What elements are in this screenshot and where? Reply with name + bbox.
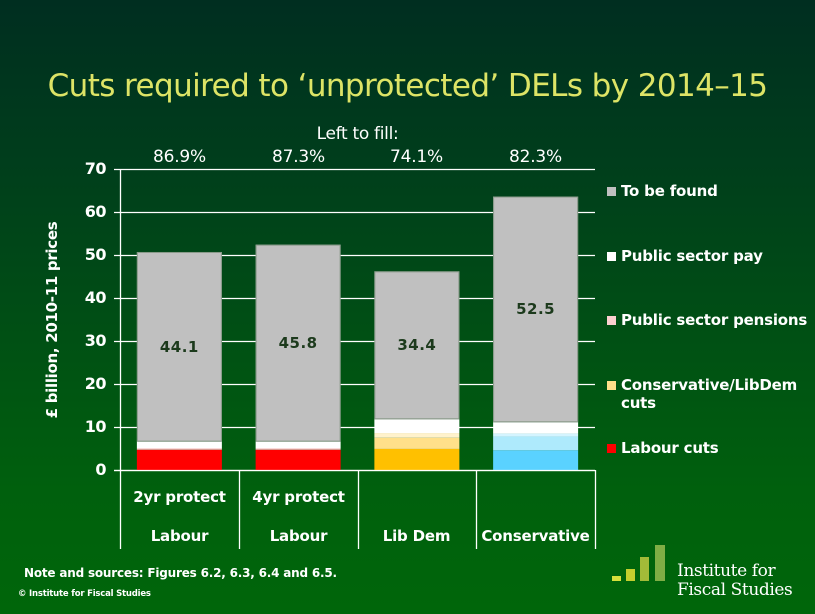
bar-segment-to-be-found [136,251,222,442]
legend-label: Labour cuts [621,439,719,457]
left-to-fill-value: 82.3% [508,147,562,167]
y-tick-label: 0 [95,460,106,479]
logo-line-2: Fiscal Studies [677,580,793,600]
logo-bar-icon [626,569,635,581]
legend-item-labour-cuts: Labour cuts [607,439,811,457]
legend-label: Public sector pay [621,247,763,265]
category-label-top: 2yr protect [133,488,226,506]
copyright: © Institute for Fiscal Studies [18,589,151,599]
legend-swatch [607,381,616,390]
logo-line-1: Institute for [677,561,776,581]
y-axis-title: £ billion, 2010-11 prices [43,221,61,419]
legend-swatch [607,316,616,325]
legend-label: Public sector pensions [621,311,808,329]
logo-bar-icon [655,545,665,581]
y-tick-label: 20 [84,374,107,393]
bar-segment-to-be-found [493,196,579,423]
legend-item-to-be-found: To be found [607,182,811,200]
legend-item-public-sector-pensions: Public sector pensions [607,311,811,329]
legend-label: To be found [621,182,718,200]
bar-segment-to-be-found [255,244,341,442]
bar-segment-public-sector-pay [374,419,460,434]
bar-segment-conservative-libdem-cuts [493,436,579,451]
legend-item-conservative-libdem-cuts: Conservative/LibDem cuts [607,376,811,412]
bar-segment-public-sector-pensions [374,433,460,438]
bar-segment-public-sector-pay [136,441,222,449]
bar-segment-labour-cuts [136,449,222,470]
bar-segment-public-sector-pensions [493,433,579,437]
bar-value-label: 45.8 [278,334,318,353]
legend-swatch [607,252,616,261]
bar-outline [493,196,579,423]
left-to-fill-label: Left to fill: [316,124,399,144]
left-to-fill-value: 74.1% [389,147,443,167]
category-label-party: Labour [150,527,209,545]
legend-swatch [607,187,616,196]
bar-segment-labour-cuts [374,448,460,470]
category-label-top: 4yr protect [252,488,345,506]
bar-segment-public-sector-pay [255,441,341,449]
legend-item-public-sector-pay: Public sector pay [607,247,811,265]
bar-value-label: 34.4 [397,336,437,355]
bar-segment-public-sector-pensions [255,448,341,450]
bar-outline [374,271,460,420]
bar-value-label: 52.5 [516,300,556,319]
left-to-fill-value: 87.3% [271,147,325,167]
y-tick-label: 60 [84,202,107,221]
bar-segment-conservative-libdem-cuts [374,437,460,449]
source-note: Note and sources: Figures 6.2, 6.3, 6.4 … [24,566,337,580]
y-tick-label: 40 [84,288,107,307]
bar-segment-labour-cuts [255,449,341,470]
y-tick-label: 30 [84,331,107,350]
y-tick-label: 50 [84,245,107,264]
y-tick-label: 70 [84,159,107,178]
bar-outline [136,251,222,442]
left-to-fill-value: 86.9% [152,147,206,167]
logo-text: Institute for Fiscal Studies [677,561,793,600]
bar-segment-public-sector-pay [493,422,579,434]
logo-bar-icon [640,557,649,581]
category-label-party: Lib Dem [382,527,451,545]
chart-title: Cuts required to ‘unprotected’ DELs by 2… [47,68,768,104]
bar-value-label: 44.1 [159,337,199,356]
bar-outline [255,244,341,442]
y-tick-label: 10 [84,417,107,436]
legend-swatch [607,444,616,453]
bar-segment-labour-cuts [493,450,579,470]
bar-segment-public-sector-pensions [136,448,222,450]
category-label-party: Labour [269,527,328,545]
legend-label: Conservative/LibDem cuts [621,376,798,412]
logo-bar-icon [612,576,621,581]
bar-segment-to-be-found [374,271,460,420]
category-label-party: Conservative [481,527,590,545]
